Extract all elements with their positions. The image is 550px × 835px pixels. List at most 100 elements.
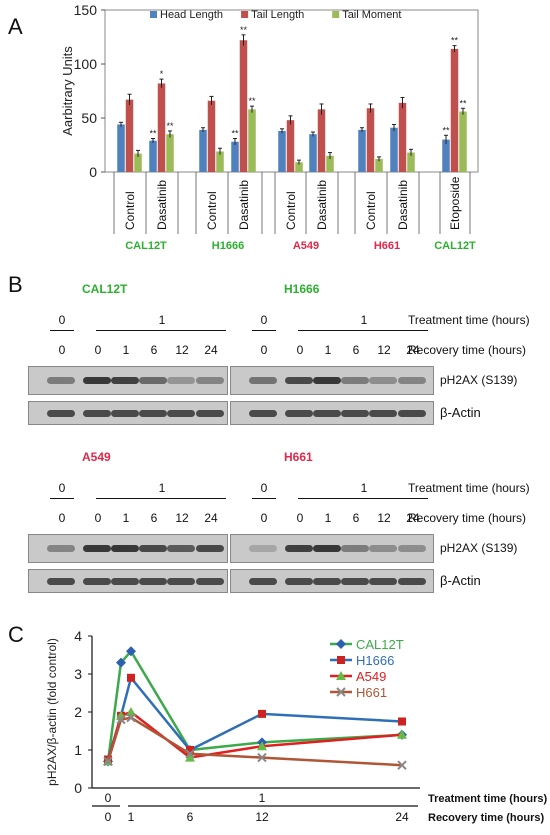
significance-mark: **: [248, 96, 256, 106]
y-tick-label: 1: [74, 742, 82, 758]
pH2AX-band: [398, 545, 426, 552]
actin-band: [369, 410, 397, 417]
data-point: [185, 749, 195, 759]
legend-label: A549: [356, 669, 386, 684]
pH2AX-band: [341, 545, 369, 552]
recovery-value: 24: [204, 343, 218, 357]
actin-blot: [28, 401, 228, 425]
significance-mark: *: [160, 69, 164, 79]
pH2AX-blot: [28, 366, 228, 395]
series-line: [106, 716, 403, 767]
recovery-value: 6: [352, 343, 360, 357]
treatment-value: 0: [260, 481, 268, 495]
pH2AX-blot: [230, 534, 434, 563]
treatment-value: 0: [260, 313, 268, 327]
category-label: Control: [205, 191, 219, 230]
recovery-value: 1: [122, 343, 130, 357]
data-point: [103, 756, 113, 767]
significance-mark: **: [442, 125, 450, 135]
pH2AX-band: [369, 377, 397, 384]
actin-band: [167, 410, 195, 417]
actin-band: [285, 410, 313, 417]
recovery-value: 6: [150, 511, 158, 525]
group-label: H661: [374, 240, 400, 252]
legend-label: H1666: [356, 653, 394, 668]
legend-label: Head Length: [160, 9, 223, 21]
bar: [239, 40, 248, 172]
group-label: CAL12T: [434, 240, 476, 252]
actin-label: β-Actin: [440, 405, 481, 420]
recovery-value: 12: [175, 343, 189, 357]
data-point: [185, 752, 195, 762]
pH2AX-band: [285, 545, 313, 552]
panel-a-label: A: [8, 14, 23, 39]
data-point: [116, 714, 126, 725]
actin-band: [398, 578, 426, 585]
bar: [207, 100, 216, 172]
treatment-underline: [298, 330, 428, 331]
pH2AX-band: [341, 377, 369, 384]
category-label: Control: [123, 191, 137, 230]
data-point: [397, 729, 407, 739]
recovery-value: 0: [58, 343, 66, 357]
pH2AX-band: [47, 545, 75, 552]
actin-band: [285, 578, 313, 585]
actin-band: [369, 578, 397, 585]
recovery-value: 24: [204, 511, 218, 525]
significance-mark: **: [231, 129, 239, 139]
actin-band: [111, 410, 139, 417]
treatment-title: Treatment time (hours): [428, 793, 548, 805]
legend-marker: [336, 687, 346, 697]
treatment-value: 0: [58, 481, 66, 495]
legend-label: CAL12T: [356, 637, 404, 652]
category-label: Etoposide: [448, 176, 462, 230]
recovery-value: 24: [406, 511, 420, 525]
recovery-value: 0: [94, 511, 102, 525]
actin-band: [341, 410, 369, 417]
legend-marker: [337, 656, 345, 664]
recovery-value: 24: [406, 343, 420, 357]
actin-blot: [230, 569, 434, 593]
actin-band: [313, 410, 341, 417]
bar: [450, 48, 459, 172]
category-label: Control: [284, 191, 298, 230]
actin-band: [196, 410, 224, 417]
y-tick-label: 50: [81, 110, 97, 126]
actin-label: β-Actin: [440, 573, 481, 588]
recovery-value: 6: [187, 810, 194, 824]
pH2AX-band: [398, 377, 426, 384]
y-tick-label: 3: [74, 666, 82, 682]
y-tick-label: 100: [74, 56, 98, 72]
recovery-value: 12: [255, 810, 269, 824]
treatment-value: 1: [158, 313, 166, 327]
cell-line-label: H1666: [284, 282, 320, 296]
actin-blot: [230, 401, 434, 425]
y-tick-label: 0: [89, 164, 97, 180]
treatment-underline: [298, 498, 428, 499]
bar: [390, 127, 398, 172]
category-label: Dasatinib: [237, 180, 251, 230]
treatment-title: Treatment time (hours): [408, 313, 530, 327]
bar: [459, 111, 467, 172]
bar: [398, 102, 407, 172]
pH2AX-blot: [230, 366, 434, 395]
group-label: A549: [293, 240, 319, 252]
treatment-underline: [50, 498, 74, 499]
recovery-value: 0: [105, 810, 112, 824]
treatment-underline: [96, 498, 226, 499]
y-tick-label: 2: [74, 704, 82, 720]
actin-band: [167, 578, 195, 585]
cell-line-label: CAL12T: [82, 282, 128, 296]
recovery-value: 0: [296, 343, 304, 357]
pH2AX-band: [83, 545, 111, 552]
y-tick-label: 150: [74, 2, 98, 18]
legend-swatch: [150, 11, 157, 18]
pH2AX-band: [111, 377, 139, 384]
bar: [326, 155, 334, 172]
recovery-value: 0: [296, 511, 304, 525]
significance-mark: **: [166, 121, 174, 131]
treatment-title: Treatment time (hours): [408, 481, 530, 495]
group-label: H1666: [212, 240, 244, 252]
y-axis-label: Aarbitrary Units: [60, 46, 75, 136]
recovery-title: Recovery time (hours): [428, 812, 544, 824]
